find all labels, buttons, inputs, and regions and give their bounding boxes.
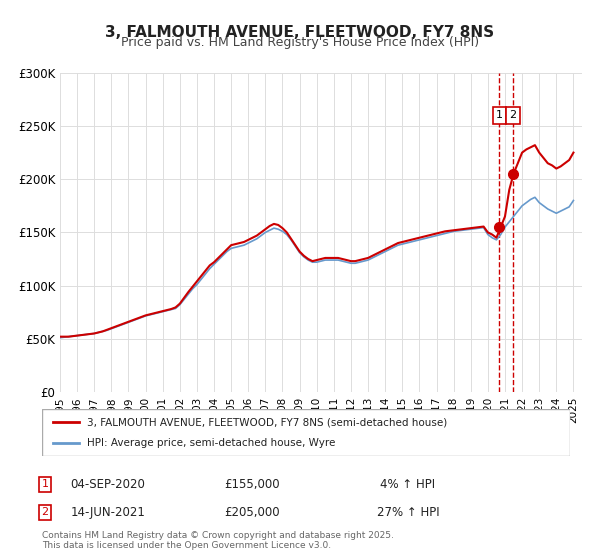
Text: £205,000: £205,000 [224,506,280,519]
Text: 04-SEP-2020: 04-SEP-2020 [71,478,145,491]
Text: 1: 1 [41,479,49,489]
Text: Contains HM Land Registry data © Crown copyright and database right 2025.
This d: Contains HM Land Registry data © Crown c… [42,530,394,550]
Text: 4% ↑ HPI: 4% ↑ HPI [380,478,436,491]
Text: 14-JUN-2021: 14-JUN-2021 [71,506,145,519]
Text: 3, FALMOUTH AVENUE, FLEETWOOD, FY7 8NS (semi-detached house): 3, FALMOUTH AVENUE, FLEETWOOD, FY7 8NS (… [87,417,447,427]
Text: 1: 1 [496,110,503,120]
Text: HPI: Average price, semi-detached house, Wyre: HPI: Average price, semi-detached house,… [87,438,335,448]
Text: 3, FALMOUTH AVENUE, FLEETWOOD, FY7 8NS: 3, FALMOUTH AVENUE, FLEETWOOD, FY7 8NS [106,25,494,40]
Text: Price paid vs. HM Land Registry's House Price Index (HPI): Price paid vs. HM Land Registry's House … [121,36,479,49]
FancyBboxPatch shape [42,409,570,456]
Text: 2: 2 [509,110,516,120]
Text: £155,000: £155,000 [224,478,280,491]
Text: 27% ↑ HPI: 27% ↑ HPI [377,506,439,519]
Text: 2: 2 [41,507,49,517]
